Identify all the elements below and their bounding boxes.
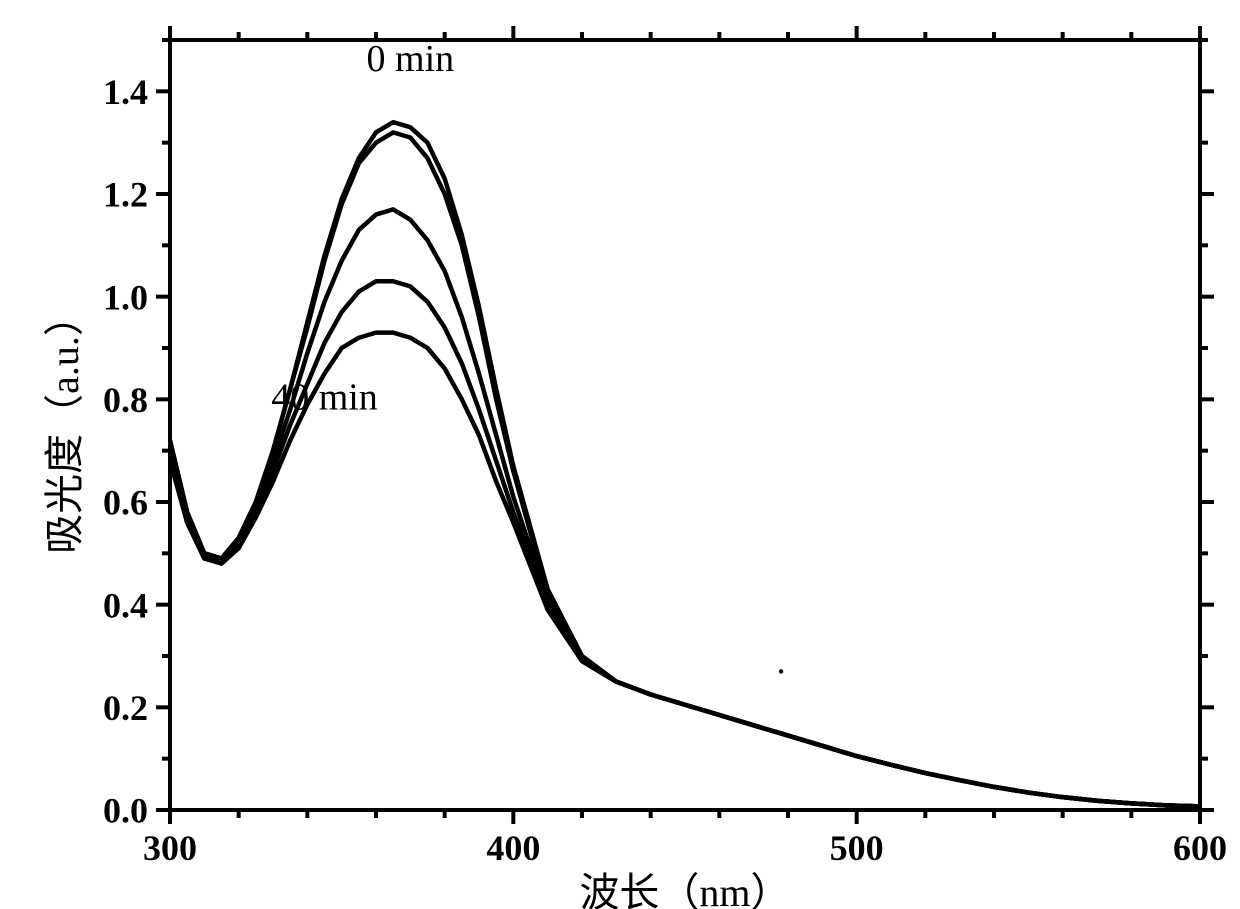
y-tick-label: 1.2 [103,175,148,215]
chart-root: 300 400 500 600 波长（nm） 0.0 0.2 0.4 0.6 0.8 1.0 1.2 1… [0,0,1240,909]
y-tick-label: 0.2 [103,688,148,728]
mark [779,669,783,673]
annotation-0-min: 0 min [367,38,455,80]
y-tick-label: 0.6 [103,483,148,523]
y-tick-label: 1.0 [103,277,148,317]
y-tick-label: 1.4 [103,72,148,112]
x-tick-label: 600 [1173,828,1227,868]
x-tick-label: 300 [143,828,197,868]
y-tick-label: 0.8 [103,380,148,420]
x-axis-label: 波长（nm） [579,870,790,909]
x-tick-label: 400 [486,828,540,868]
absorbance-spectrum-chart: 300 400 500 600 波长（nm） 0.0 0.2 0.4 0.6 0.8 1.0 1.2 1… [0,0,1240,909]
y-tick-label: 0.4 [103,585,148,625]
x-tick-label: 500 [830,828,884,868]
y-tick-label: 0.0 [103,791,148,831]
y-axis-label: 吸光度（a.u.） [42,296,87,554]
annotation-40-min: 40 min [271,377,378,419]
